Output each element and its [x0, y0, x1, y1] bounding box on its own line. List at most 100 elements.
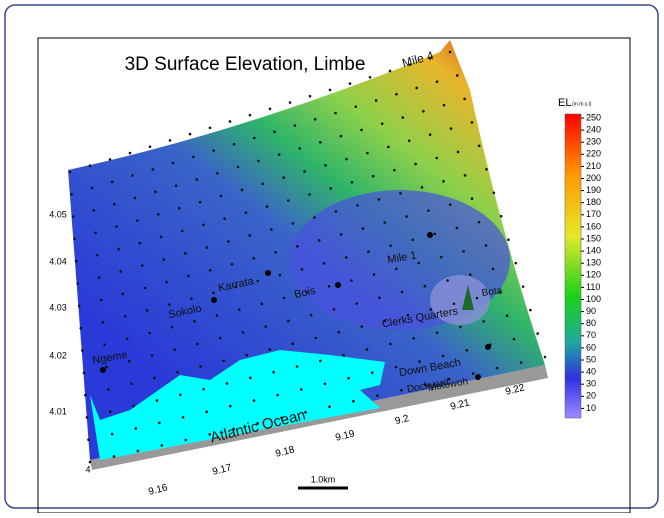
legend-tick-label: 180: [586, 197, 601, 207]
legend-tick-label: 210: [586, 161, 601, 171]
survey-point: [192, 155, 195, 159]
longitude-label: 9.18: [274, 444, 296, 459]
survey-point: [190, 297, 193, 301]
survey-point: [293, 124, 297, 127]
survey-point: [202, 223, 205, 227]
survey-point: [160, 444, 164, 447]
survey-point: [79, 326, 83, 330]
longitude-label: 9.2: [394, 413, 411, 427]
survey-point: [153, 376, 156, 380]
survey-point: [296, 245, 299, 248]
survey-point: [150, 354, 154, 357]
survey-point: [352, 399, 355, 403]
survey-point: [428, 133, 432, 136]
survey-point: [371, 174, 375, 178]
survey-point: [332, 308, 336, 311]
survey-point: [173, 348, 177, 351]
legend-tick-label: 240: [586, 124, 601, 134]
legend-title: EL: [558, 97, 571, 109]
survey-point: [234, 285, 237, 289]
survey-point: [376, 394, 379, 397]
longitude-label: 9.22: [504, 382, 526, 397]
ocean: [90, 350, 385, 460]
survey-point: [427, 209, 430, 212]
survey-point: [249, 376, 252, 380]
survey-point: [322, 262, 326, 265]
survey-point: [334, 111, 337, 115]
survey-point: [148, 145, 152, 149]
survey-point: [168, 139, 172, 142]
survey-point: [446, 279, 449, 282]
survey-point: [370, 371, 374, 374]
survey-point: [117, 247, 120, 251]
survey-point: [219, 194, 223, 198]
survey-point: [176, 370, 179, 374]
survey-point: [400, 388, 403, 392]
survey-point: [212, 291, 215, 295]
survey-point: [143, 286, 146, 290]
survey-point: [162, 258, 166, 261]
survey-point: [380, 122, 384, 126]
survey-point: [463, 97, 466, 101]
survey-point: [101, 320, 105, 324]
survey-point: [377, 198, 381, 201]
survey-point: [252, 399, 256, 402]
survey-point: [303, 170, 306, 173]
survey-point: [428, 57, 432, 60]
survey-point: [273, 130, 276, 134]
survey-point: [177, 206, 181, 210]
place-marker: [335, 282, 341, 288]
survey-point: [423, 284, 427, 288]
survey-point: [308, 94, 312, 98]
survey-point: [319, 140, 322, 144]
survey-point: [355, 302, 358, 305]
survey-point: [442, 180, 445, 183]
survey-point: [455, 226, 459, 230]
survey-point: [73, 237, 76, 241]
survey-point: [222, 359, 225, 363]
survey-point: [514, 261, 518, 265]
survey-point: [232, 142, 236, 146]
survey-point: [278, 273, 282, 277]
survey-point: [232, 427, 235, 431]
survey-point: [180, 229, 184, 233]
legend-tick-label: 140: [586, 245, 601, 255]
survey-point: [529, 308, 532, 312]
survey-point: [360, 128, 363, 132]
survey-point: [230, 262, 234, 266]
survey-point: [495, 366, 499, 370]
survey-point: [256, 422, 259, 425]
legend-tick-label: 60: [586, 342, 596, 352]
survey-point: [184, 438, 188, 442]
place-marker: [475, 374, 481, 380]
survey-point: [171, 161, 175, 165]
survey-point: [386, 145, 390, 149]
survey-point: [470, 121, 474, 124]
place-marker: [100, 367, 106, 373]
survey-point: [439, 255, 443, 259]
survey-point: [199, 365, 202, 368]
survey-point: [136, 449, 140, 453]
survey-point: [228, 120, 232, 123]
survey-point: [248, 113, 252, 117]
survey-point: [97, 276, 101, 279]
survey-point: [252, 256, 256, 260]
survey-point: [536, 332, 539, 335]
survey-point: [216, 171, 219, 175]
latitude-label: 4.02: [49, 350, 67, 360]
place-marker: [265, 270, 271, 276]
latitude-label: 4: [85, 464, 90, 474]
survey-point: [406, 313, 410, 317]
survey-point: [227, 240, 230, 243]
survey-point: [108, 158, 112, 161]
survey-point: [308, 193, 311, 196]
survey-point: [412, 337, 415, 340]
survey-point: [198, 200, 202, 204]
survey-point: [88, 460, 92, 464]
latitude-label: 4.03: [49, 302, 67, 312]
survey-point: [288, 101, 292, 104]
survey-point: [223, 217, 226, 221]
survey-point: [459, 325, 462, 329]
survey-point: [324, 164, 327, 167]
